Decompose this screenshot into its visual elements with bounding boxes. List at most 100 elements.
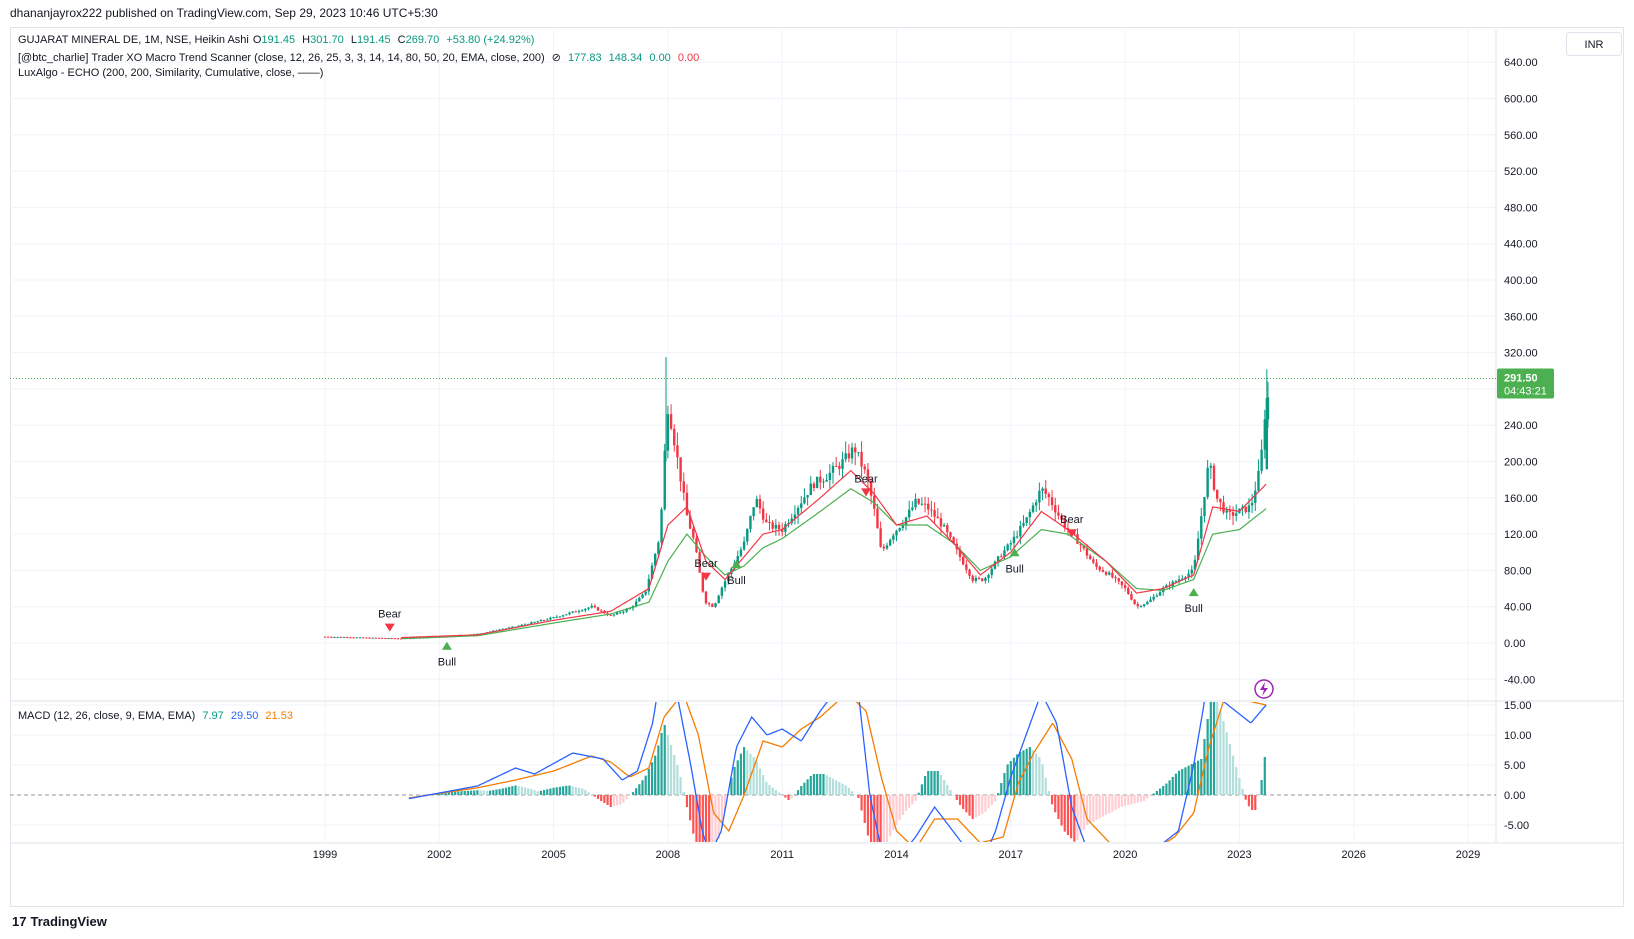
candle-body xyxy=(1200,516,1203,539)
macd-histogram-bar xyxy=(1177,770,1181,795)
price-axis-label: 480.00 xyxy=(1504,202,1538,214)
currency-button[interactable]: INR xyxy=(1566,32,1622,56)
candle-body xyxy=(619,612,622,614)
candle-body xyxy=(933,510,936,517)
macd-histogram-bar xyxy=(552,787,555,795)
candle-body xyxy=(577,611,581,613)
candle-body xyxy=(1025,517,1028,524)
macd-histogram-bar xyxy=(1219,711,1222,795)
macd-histogram-bar xyxy=(701,795,704,842)
macd-histogram-bar xyxy=(943,780,946,795)
time-axis-label: 2008 xyxy=(656,849,680,861)
macd-histogram-bar xyxy=(1016,754,1019,795)
macd-histogram-bar xyxy=(949,790,952,795)
candle-body xyxy=(1235,513,1238,516)
symbol-name[interactable]: GUJARAT MINERAL DE, 1M, NSE, Heikin Ashi xyxy=(18,34,249,46)
candle-body xyxy=(326,636,330,638)
candle-body xyxy=(1244,506,1247,513)
macd-histogram-bar xyxy=(1152,793,1155,795)
macd-histogram-bar xyxy=(628,795,631,796)
macd-histogram-bar xyxy=(860,795,863,811)
candle-body xyxy=(1092,559,1095,563)
candle-body xyxy=(968,569,971,576)
candle-body xyxy=(714,603,717,607)
macd-histogram-bar xyxy=(520,786,523,795)
time-axis-label: 2029 xyxy=(1456,849,1480,861)
macd-histogram-bar xyxy=(1044,777,1047,795)
macd-histogram-bar xyxy=(698,795,701,842)
bear-signal-label: Bear xyxy=(1060,514,1084,526)
macd-histogram-bar xyxy=(669,745,673,795)
macd-histogram-bar xyxy=(762,775,765,795)
macd-histogram-bar xyxy=(920,784,923,795)
macd-name[interactable]: MACD (12, 26, close, 9, EMA, EMA) xyxy=(18,710,196,722)
change-value: +53.80 (+24.92%) xyxy=(446,34,535,46)
macd-histogram-bar xyxy=(771,787,774,795)
candle-body xyxy=(1187,573,1190,578)
macd-histogram-bar xyxy=(650,762,654,795)
candle-body xyxy=(1003,550,1006,557)
candle-body xyxy=(1149,599,1152,603)
bull-signal-label: Bull xyxy=(727,575,745,587)
macd-histogram-bar xyxy=(666,735,669,795)
candle-body xyxy=(892,535,895,540)
macd-histogram-bar xyxy=(997,793,1000,795)
macd-histogram-bar xyxy=(1212,702,1216,795)
candle-body xyxy=(720,587,724,596)
price-axis-label: 320.00 xyxy=(1504,348,1538,360)
macd-histogram-bar xyxy=(841,783,844,795)
candle-body xyxy=(685,492,689,516)
candle-body xyxy=(1050,497,1054,506)
macd-histogram-bar xyxy=(968,795,971,816)
candle-body xyxy=(1015,536,1019,538)
macd-histogram-bar xyxy=(1101,795,1104,817)
candle-body xyxy=(749,516,752,530)
candle-body xyxy=(542,619,546,621)
macd-axis-label: -5.00 xyxy=(1504,820,1529,832)
macd-histogram-bar xyxy=(1012,757,1016,795)
candle-body xyxy=(647,578,651,592)
macd-histogram-bar xyxy=(1117,795,1120,809)
indicator2-name[interactable]: LuxAlgo - ECHO (200, 200, Similarity, Cu… xyxy=(18,67,324,79)
candle-body xyxy=(974,577,978,581)
macd-histogram-bar xyxy=(1108,795,1111,814)
macd-histogram-bar xyxy=(1133,795,1136,804)
macd-histogram-bar xyxy=(1019,752,1022,795)
candle-body xyxy=(781,529,784,532)
candle-body xyxy=(761,508,765,520)
last-price-countdown: 04:43:21 xyxy=(1504,385,1547,397)
eye-icon[interactable]: ⊘ xyxy=(551,52,561,64)
tradingview-logo[interactable]: 17 TradingView xyxy=(12,914,107,929)
macd-histogram-bar xyxy=(606,795,609,805)
candle-body xyxy=(1139,606,1143,608)
macd-histogram-bar xyxy=(685,795,689,807)
macd-histogram-bar xyxy=(1197,760,1200,795)
macd-histogram-bar xyxy=(635,788,638,795)
macd-histogram-bar xyxy=(768,785,771,795)
candle-body xyxy=(1031,505,1035,512)
macd-histogram-bar xyxy=(654,755,657,795)
candle-body xyxy=(609,614,612,616)
candle-body xyxy=(771,522,774,529)
macd-axis-label: 15.00 xyxy=(1504,700,1532,712)
macd-histogram-bar xyxy=(587,792,590,795)
candles-group xyxy=(323,357,1270,640)
candle-body xyxy=(701,572,705,592)
macd-histogram-bar xyxy=(473,790,476,795)
candle-body xyxy=(1231,512,1235,516)
time-axis-label: 2002 xyxy=(427,849,451,861)
candle-body xyxy=(1117,578,1120,582)
price-axis-label: 240.00 xyxy=(1504,420,1538,432)
candle-body xyxy=(615,612,619,615)
macd-histogram-bar xyxy=(616,795,619,806)
indicator1-name[interactable]: [@btc_charlie] Trader XO Macro Trend Sca… xyxy=(18,52,545,64)
macd-histogram-bar xyxy=(739,753,743,795)
macd-histogram-bar xyxy=(447,792,450,795)
macd-histogram-bar xyxy=(730,777,733,795)
price-axis-label: 400.00 xyxy=(1504,275,1538,287)
candle-body xyxy=(965,564,968,570)
macd-histogram-bar xyxy=(1095,795,1098,820)
candle-body xyxy=(1076,534,1079,544)
candle-body xyxy=(952,537,955,544)
macd-histogram-bar xyxy=(679,777,682,795)
